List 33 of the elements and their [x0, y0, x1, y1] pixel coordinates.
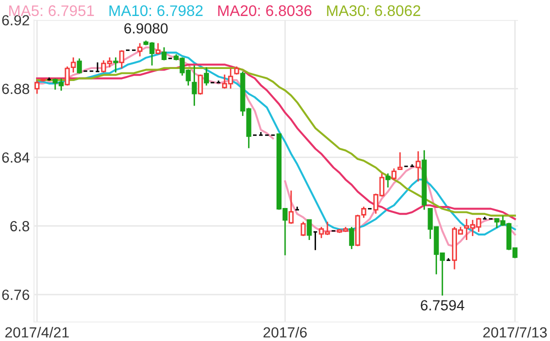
y-tick-label: 6.84	[2, 152, 30, 163]
candlestick	[34, 80, 40, 94]
text: MA20: 6.8036	[218, 5, 312, 16]
candlestick	[137, 42, 142, 58]
y-tick-label: 6.92	[2, 15, 30, 26]
candlestick	[416, 150, 421, 182]
candlestick	[156, 42, 161, 56]
candlestick	[192, 64, 197, 106]
annotation: 6.9080	[124, 23, 168, 34]
candlestick	[349, 226, 354, 250]
candlestick	[76, 58, 82, 74]
candlestick	[312, 231, 318, 251]
text: MA5: 6.7951	[9, 5, 94, 16]
y-tick-label: 6.8	[10, 221, 30, 232]
y-tick-label: 6.88	[2, 84, 30, 94]
candlestick	[113, 56, 118, 74]
candlestick	[385, 172, 390, 188]
candlestick	[391, 168, 396, 182]
candlestick	[288, 190, 294, 225]
candlestick	[162, 46, 167, 62]
y-tick-label: 6.76	[2, 290, 30, 300]
x-tick-label: 2017/7/13	[483, 326, 547, 338]
annotation: 6.7594	[420, 300, 464, 310]
x-tick-label: 2017/6	[264, 326, 307, 338]
candlestick	[198, 74, 203, 96]
text: MA30: 6.8062	[327, 5, 420, 16]
candlestick	[119, 50, 124, 70]
text: MA10: 6.7982	[110, 5, 203, 16]
candlestick	[300, 221, 306, 237]
candlestick	[204, 66, 209, 86]
candlestick	[306, 219, 312, 241]
candlestick	[398, 152, 403, 170]
x-tick-label: 2017/4/21	[5, 326, 69, 338]
